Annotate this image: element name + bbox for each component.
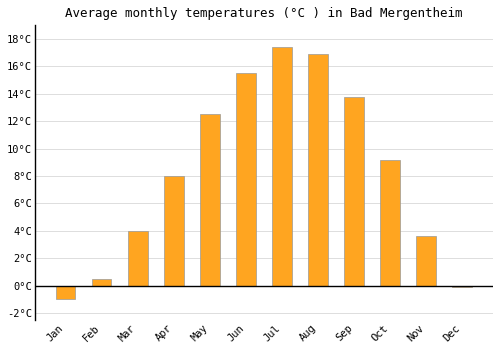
Bar bbox=[452, 286, 472, 287]
Bar bbox=[344, 97, 364, 286]
Title: Average monthly temperatures (°C ) in Bad Mergentheim: Average monthly temperatures (°C ) in Ba… bbox=[65, 7, 462, 20]
Bar bbox=[200, 114, 220, 286]
Bar bbox=[92, 279, 112, 286]
Bar bbox=[272, 47, 292, 286]
Bar bbox=[308, 54, 328, 286]
Bar bbox=[128, 231, 148, 286]
Bar bbox=[56, 286, 76, 299]
Bar bbox=[416, 236, 436, 286]
Bar bbox=[236, 73, 256, 286]
Bar bbox=[380, 160, 400, 286]
Bar bbox=[164, 176, 184, 286]
